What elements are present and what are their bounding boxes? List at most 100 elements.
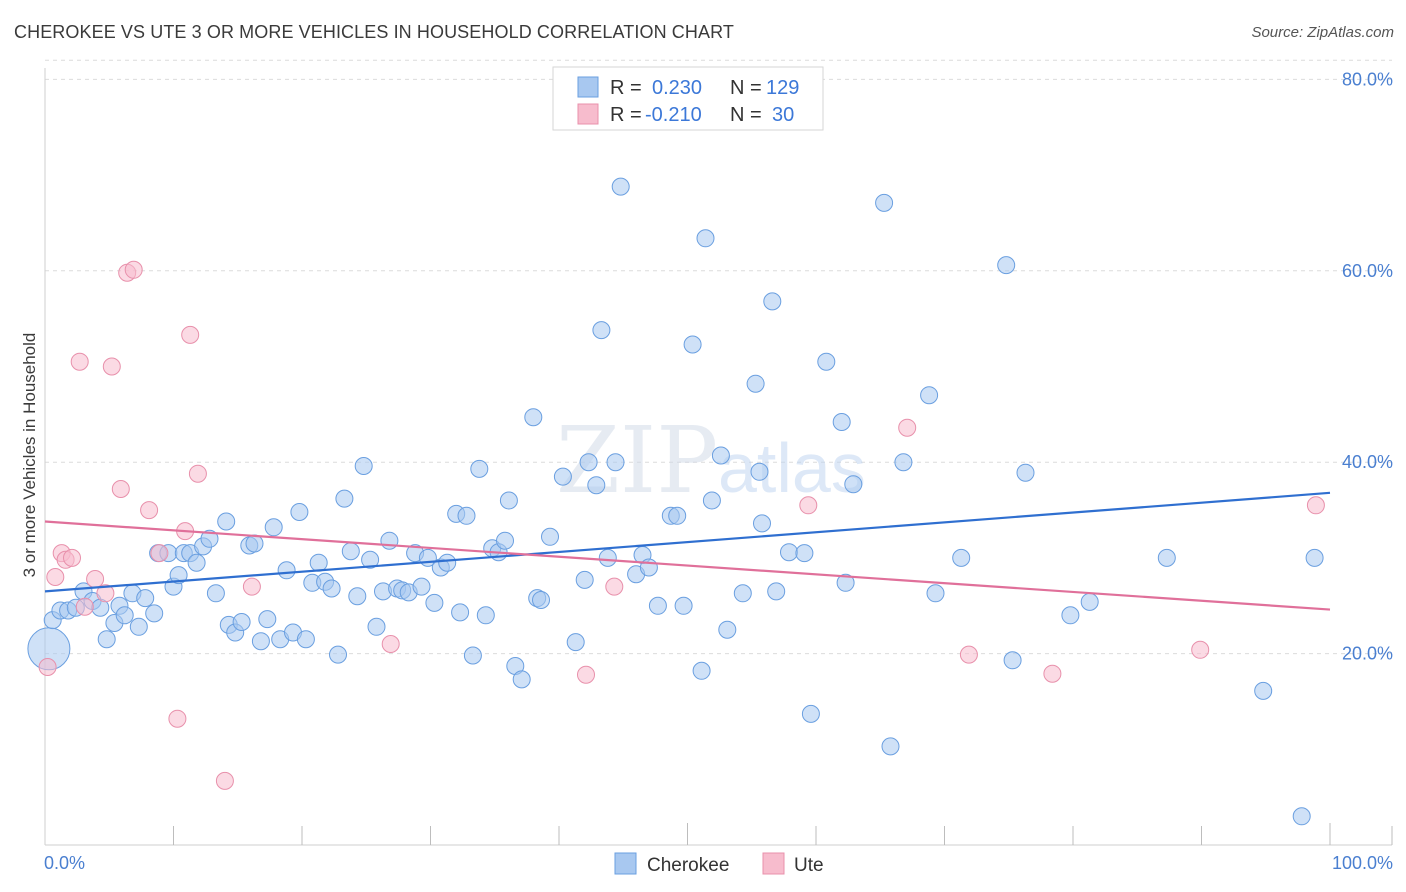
cherokee-point	[309, 553, 328, 572]
watermark-atlas: atlas	[718, 429, 866, 507]
cherokee-point	[575, 570, 594, 589]
cherokee-point	[598, 548, 617, 567]
cherokee-point	[606, 453, 625, 472]
cherokee-point	[767, 582, 786, 601]
x-tick-label: 100.0%	[1332, 853, 1393, 873]
cherokee-point	[696, 229, 715, 248]
legend-r-label-ute: R =	[610, 104, 642, 126]
cherokee-point	[499, 491, 518, 510]
legend-n-label-ute: N =	[730, 104, 762, 126]
cherokee-point	[200, 529, 219, 548]
cherokee-point	[258, 610, 277, 629]
bottom-legend-swatch-cherokee	[614, 852, 637, 875]
cherokee-point	[926, 584, 945, 603]
legend-n-value-cherokee: 129	[766, 77, 799, 99]
cherokee-point	[763, 292, 782, 311]
legend-r-label-cherokee: R =	[610, 77, 642, 99]
cherokee-point	[425, 593, 444, 612]
ute-point	[96, 584, 115, 603]
source-credit: Source: ZipAtlas.com	[1251, 24, 1394, 41]
cherokee-point	[611, 177, 630, 196]
y-tick-label: 20.0%	[1342, 644, 1393, 664]
cherokee-point	[232, 613, 251, 631]
ute-trend-line	[44, 520, 1331, 611]
cherokee-point	[463, 646, 482, 665]
cherokee-point	[997, 256, 1016, 275]
legend-swatch-ute	[577, 103, 599, 125]
cherokee-point	[169, 566, 188, 585]
correlation-legend: R = 0.230 N = 129 R = -0.210 N = 30	[552, 66, 824, 131]
grid-lines	[45, 59, 1392, 655]
ute-point	[86, 570, 105, 588]
ute-point	[577, 665, 595, 684]
cherokee-point	[692, 661, 711, 680]
legend-swatch-cherokee	[577, 76, 599, 98]
cherokee-point	[711, 446, 730, 465]
cherokee-point	[136, 589, 155, 608]
y-tick-label: 80.0%	[1342, 69, 1393, 89]
trend-lines	[44, 491, 1331, 611]
cherokee-point	[1292, 807, 1311, 826]
cherokee-point	[361, 550, 380, 569]
cherokee-point	[496, 531, 514, 550]
cherokee-point	[750, 462, 769, 481]
ute-point	[381, 635, 400, 653]
cherokee-point	[592, 321, 611, 340]
ute-point	[168, 709, 187, 728]
ute-point	[215, 771, 234, 790]
cherokee-point	[129, 617, 148, 636]
cherokee-point	[277, 561, 296, 580]
cherokee-point	[746, 374, 765, 393]
ute-point	[102, 357, 121, 376]
ute-point	[959, 645, 978, 664]
y-tick-label: 60.0%	[1342, 261, 1393, 281]
cherokee-point	[296, 630, 315, 649]
cherokee-point	[470, 459, 489, 478]
ute-point	[111, 480, 130, 498]
cherokee-point	[566, 633, 585, 652]
cherokee-point	[579, 453, 598, 472]
y-axis-tick-labels: 20.0% 40.0% 60.0% 80.0%	[1342, 69, 1393, 663]
cherokee-point	[683, 335, 702, 354]
axes	[44, 68, 1392, 846]
cherokee-point	[380, 531, 399, 550]
cherokee-point	[1254, 681, 1273, 700]
bottom-legend-cherokee: Cherokee	[647, 855, 729, 876]
ute-point	[1191, 640, 1210, 659]
cherokee-point	[541, 527, 559, 546]
cherokee-trend-line	[44, 491, 1331, 593]
ute-point	[63, 548, 81, 567]
legend-n-value-ute: 30	[772, 104, 794, 126]
cherokee-point	[1305, 548, 1324, 567]
cherokee-point	[97, 630, 116, 649]
ute-point	[140, 501, 159, 520]
y-axis-label: 3 or more Vehicles in Household	[20, 333, 39, 578]
cherokee-point	[1003, 651, 1022, 670]
cherokee-point	[512, 670, 531, 689]
cherokee-point	[251, 632, 270, 651]
cherokee-point	[348, 587, 367, 606]
ute-point	[150, 544, 169, 563]
cherokee-point	[524, 408, 543, 427]
cherokee-point	[329, 645, 347, 664]
cherokee-point	[264, 518, 283, 537]
legend-n-label-cherokee: N =	[730, 77, 762, 99]
series-legend: Cherokee Ute	[614, 852, 824, 876]
ute-point	[1306, 496, 1325, 515]
cherokee-point	[648, 596, 667, 615]
cherokee-point	[881, 737, 900, 756]
ute-point	[70, 352, 89, 371]
cherokee-point	[187, 553, 206, 572]
cherokee-point	[832, 413, 851, 431]
cherokee-point	[875, 193, 894, 212]
ute-point	[124, 260, 143, 279]
x-axis-tick-labels: 0.0% 100.0%	[44, 853, 1393, 873]
y-tick-label: 40.0%	[1342, 452, 1393, 472]
legend-r-value-ute: -0.210	[645, 104, 702, 126]
cherokee-point	[451, 603, 470, 622]
cherokee-point	[476, 606, 495, 625]
ute-point	[75, 597, 94, 616]
cherokee-point	[1080, 592, 1099, 611]
cherokee-point	[844, 475, 863, 494]
